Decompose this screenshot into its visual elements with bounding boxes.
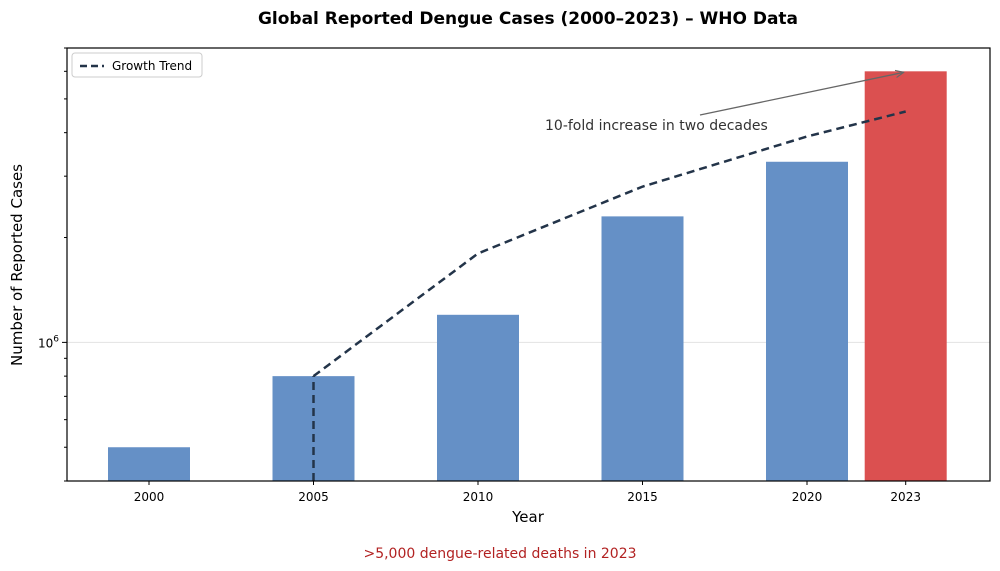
y-tick-label: 106 <box>38 334 59 350</box>
annotation-text: 10-fold increase in two decades <box>545 118 768 134</box>
bar-2015 <box>601 216 684 481</box>
x-tick-label: 2010 <box>463 490 494 504</box>
trend-line <box>312 110 907 378</box>
legend: Growth Trend <box>71 52 203 78</box>
y-ticks: 106 <box>38 47 67 482</box>
legend-frame <box>71 52 203 78</box>
bar-2020 <box>766 161 848 482</box>
annotation-layer: 10-fold increase in two decades <box>545 72 904 134</box>
bar-2010 <box>437 314 519 481</box>
annotation-arrow <box>699 72 904 116</box>
x-axis-label: Year <box>511 508 545 526</box>
x-tick-label: 2023 <box>890 490 921 504</box>
x-tick-label: 2020 <box>792 490 823 504</box>
x-tick-label: 2015 <box>627 490 658 504</box>
plot-frame <box>66 47 991 482</box>
chart-title: Global Reported Dengue Cases (2000–2023)… <box>258 9 798 29</box>
bar-2000 <box>108 447 190 481</box>
legend-label: Growth Trend <box>112 59 192 73</box>
y-axis-label: Number of Reported Cases <box>8 164 26 366</box>
x-ticks: 2000 2005 2010 2015 2020 2023 <box>134 481 921 504</box>
bars <box>108 71 947 482</box>
bar-2023 <box>864 71 947 481</box>
trend-line-layer <box>312 110 907 481</box>
x-tick-label: 2000 <box>134 490 165 504</box>
x-tick-label: 2005 <box>298 490 329 504</box>
footnote: >5,000 dengue-related deaths in 2023 <box>363 546 636 562</box>
